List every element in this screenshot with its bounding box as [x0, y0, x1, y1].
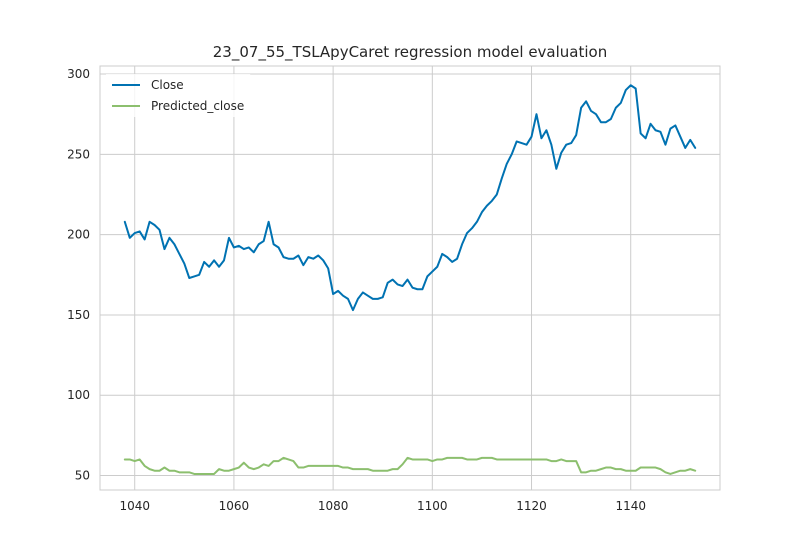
legend-background [106, 74, 251, 117]
legend-label-close: Close [151, 78, 184, 92]
series-line-predicted-close [123, 456, 697, 475]
chart-title: 23_07_55_TSLApyCaret regression model ev… [213, 43, 607, 62]
y-tick-label: 250 [67, 147, 90, 161]
y-tick-label: 100 [67, 388, 90, 402]
y-axis-tick-labels: 50 100 150 200 250 300 [67, 67, 90, 483]
plot-area [99, 65, 721, 491]
y-tick-label: 50 [75, 469, 90, 483]
series-lines [123, 84, 697, 475]
x-tick-label: 1120 [516, 499, 547, 513]
x-axis-tick-labels: 1040 1060 1080 1100 1120 1140 [119, 499, 646, 513]
y-tick-label: 150 [67, 308, 90, 322]
x-tick-label: 1040 [119, 499, 150, 513]
y-tick-label: 200 [67, 228, 90, 242]
series-line-close [123, 84, 697, 312]
y-tick-label: 300 [67, 67, 90, 81]
legend: Close Predicted_close [106, 74, 251, 117]
legend-label-predicted-close: Predicted_close [151, 99, 244, 113]
x-tick-label: 1080 [318, 499, 349, 513]
x-tick-label: 1060 [219, 499, 250, 513]
x-tick-label: 1100 [417, 499, 448, 513]
x-tick-label: 1140 [615, 499, 646, 513]
